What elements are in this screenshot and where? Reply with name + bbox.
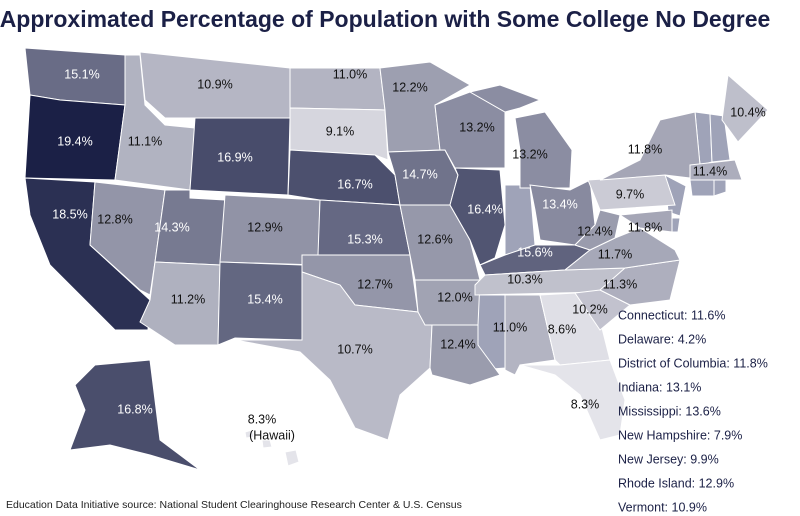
note: Delaware: 4.2%	[618, 332, 706, 346]
value-label: 11.8%	[628, 142, 663, 156]
value-label: 14.7%	[402, 167, 437, 181]
note: Vermont: 10.9%	[618, 500, 707, 514]
value-label: 13.2%	[512, 147, 547, 161]
value-label: 16.4%	[467, 202, 502, 216]
state-region	[618, 209, 673, 233]
value-label: 10.2%	[572, 302, 607, 316]
value-label: 15.6%	[517, 245, 552, 259]
note: District of Columbia: 11.8%	[618, 356, 768, 370]
state-region	[468, 84, 573, 189]
value-label: 15.3%	[347, 232, 382, 246]
value-label: 14.3%	[154, 220, 189, 234]
state-region	[244, 429, 300, 467]
state-shape	[709, 113, 731, 163]
state-region	[69, 359, 201, 471]
state-region	[721, 74, 769, 143]
state-region	[599, 259, 681, 306]
value-label: 12.6%	[417, 232, 452, 246]
value-label: 11.4%	[693, 164, 728, 178]
value-label: 10.4%	[730, 105, 765, 119]
state-region	[217, 261, 303, 346]
state-region	[519, 359, 626, 441]
note: New Hampshire: 7.9%	[618, 428, 742, 442]
value-label: 16.8%	[117, 402, 152, 416]
value-label: 8.3%	[248, 412, 277, 426]
state-shape	[713, 179, 727, 197]
value-label: 12.0%	[437, 290, 472, 304]
value-label: 12.4%	[577, 224, 612, 238]
source: Education Data Initiative source: Nation…	[6, 499, 462, 511]
note: Connecticut: 11.6%	[618, 308, 725, 322]
value-label: 16.9%	[217, 150, 252, 164]
value-label: 10.3%	[507, 272, 542, 286]
value-label: 11.0%	[333, 67, 368, 81]
value-label: 10.7%	[337, 342, 372, 356]
value-label: 8.6%	[548, 322, 577, 336]
value-label: 16.7%	[337, 177, 372, 191]
state-region	[289, 107, 389, 161]
value-label: 15.1%	[64, 67, 99, 81]
state-region	[689, 159, 743, 181]
value-label: 11.1%	[128, 134, 163, 148]
value-label: 12.9%	[247, 220, 282, 234]
state-region	[425, 324, 501, 386]
value-label: 19.4%	[57, 134, 92, 148]
state-region	[599, 111, 701, 181]
state-region	[317, 199, 411, 256]
value-label: 15.4%	[247, 292, 282, 306]
map-title: Approximated Percentage of Population wi…	[0, 6, 770, 32]
value-label: 11.2%	[171, 292, 206, 306]
state-shape	[671, 217, 681, 233]
value-label: 13.4%	[542, 197, 577, 211]
value-label: 9.7%	[616, 187, 645, 201]
note: New Jersey: 9.9%	[618, 452, 719, 466]
value-label: 12.2%	[392, 80, 427, 94]
value-label: 11.8%	[628, 220, 663, 234]
hawaii-label: (Hawaii)	[249, 428, 295, 442]
value-label: 12.8%	[97, 212, 132, 226]
value-label: 10.9%	[197, 77, 232, 91]
state-region	[563, 227, 681, 271]
value-label: 13.2%	[459, 120, 494, 134]
value-label: 11.3%	[603, 277, 638, 291]
value-label: 18.5%	[52, 207, 87, 221]
value-label: 12.4%	[440, 337, 475, 351]
value-label: 9.1%	[326, 124, 355, 138]
note: Indiana: 13.1%	[618, 380, 701, 394]
value-label: 8.3%	[571, 397, 600, 411]
note: Mississippi: 13.6%	[618, 404, 721, 418]
note: Rhode Island: 12.9%	[618, 476, 734, 490]
value-label: 11.0%	[493, 320, 528, 334]
state-shape	[689, 179, 715, 197]
value-label: 11.7%	[598, 247, 633, 261]
value-label: 12.7%	[357, 277, 392, 291]
